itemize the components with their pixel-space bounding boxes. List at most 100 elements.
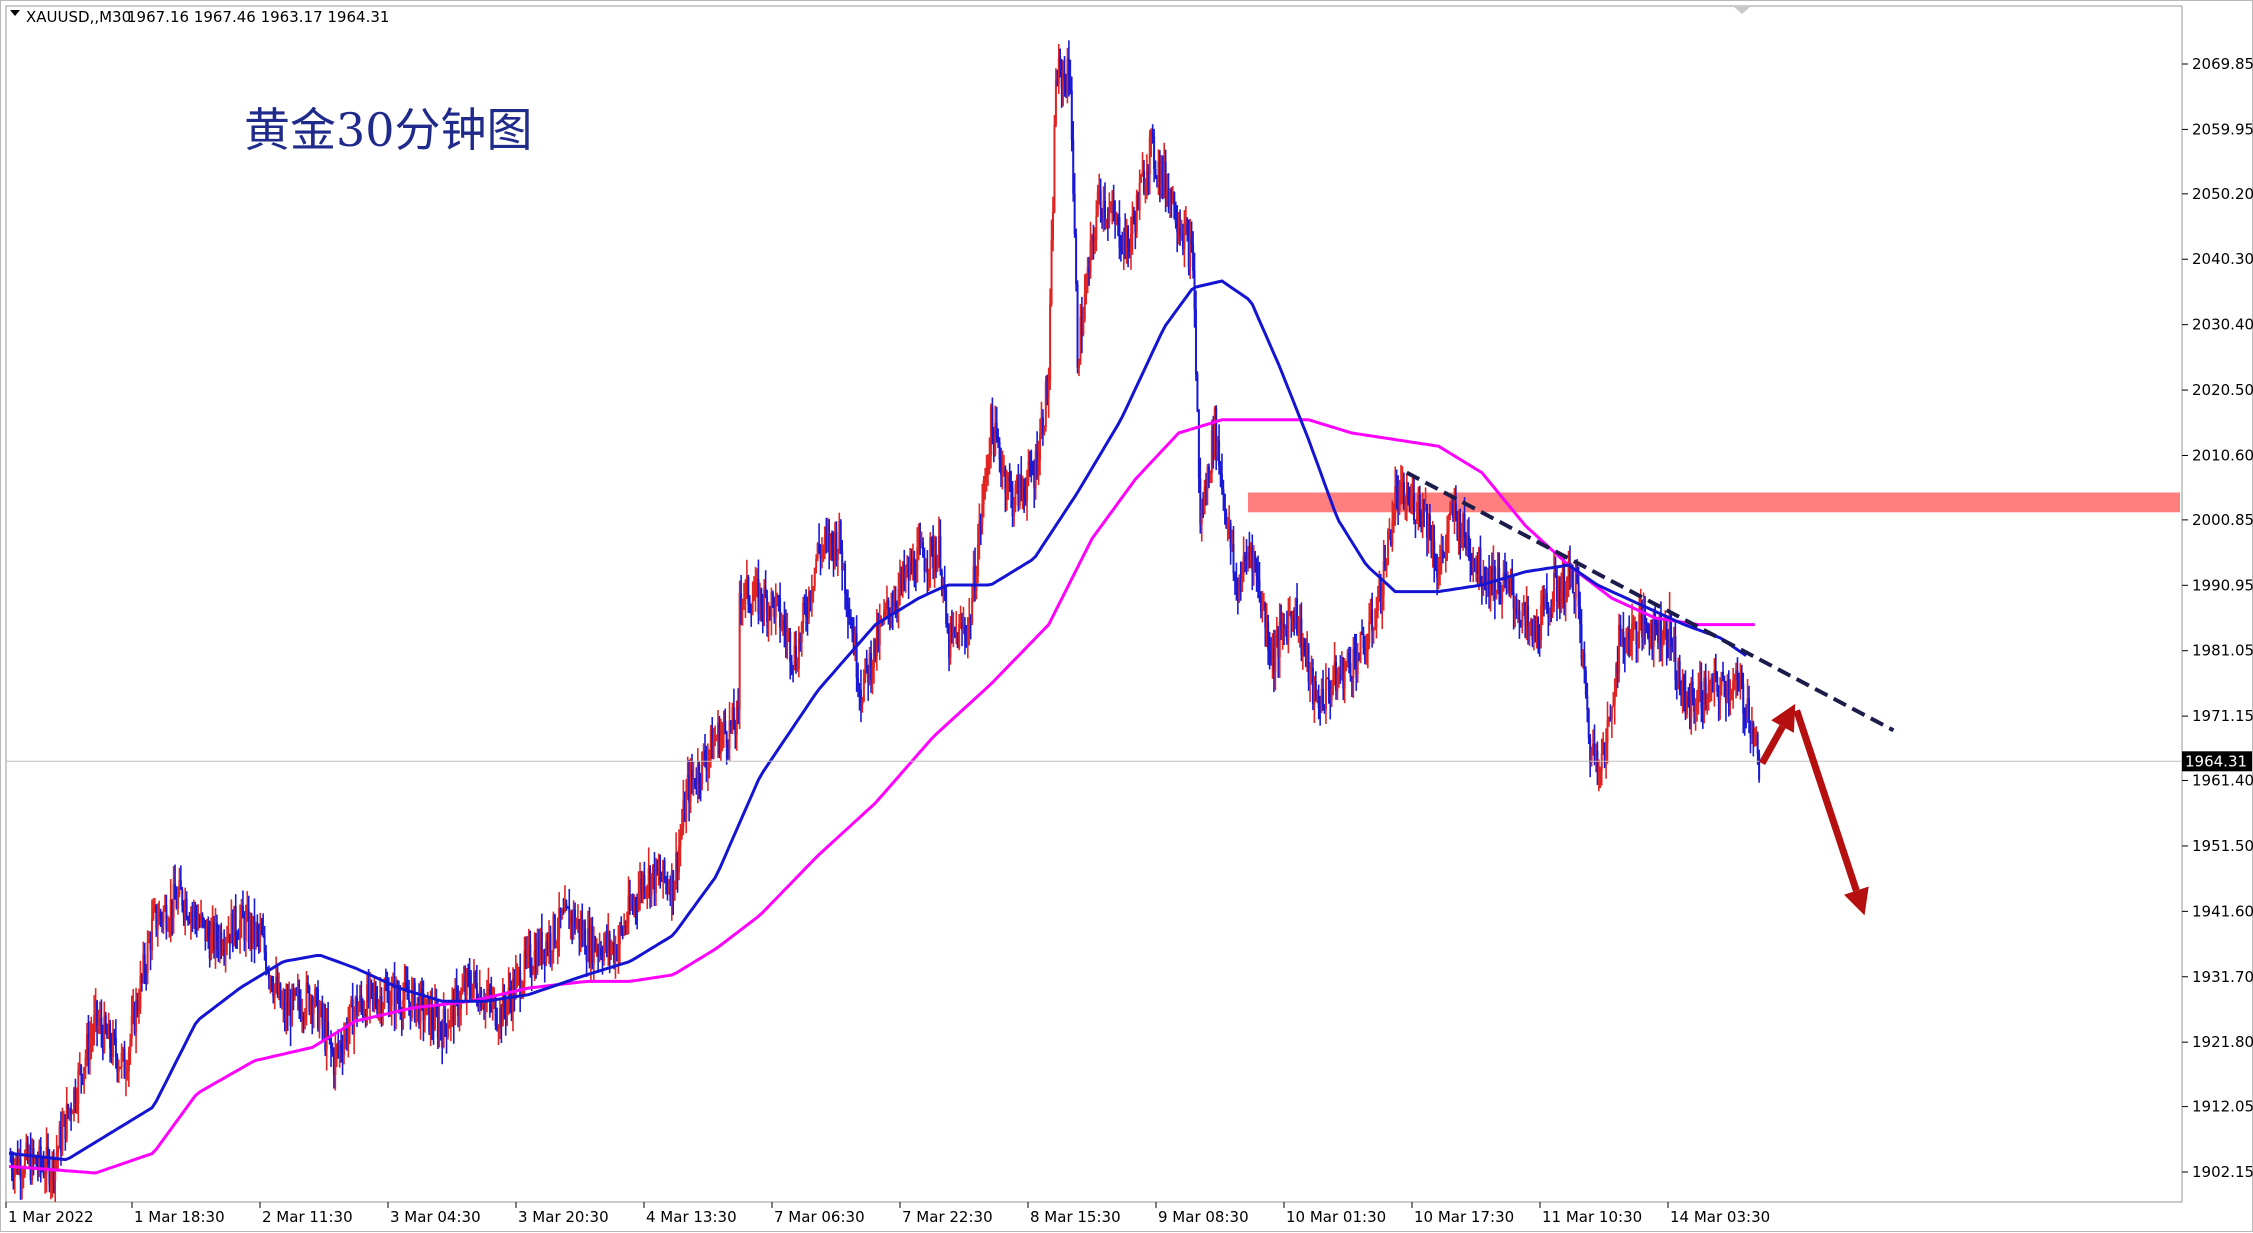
- symbol-menu-triangle-icon[interactable]: [10, 10, 20, 16]
- candle-body: [461, 988, 464, 993]
- candle-body: [176, 894, 179, 909]
- candle-body: [1132, 215, 1135, 221]
- candle-body: [20, 1176, 23, 1180]
- candle-body: [550, 951, 553, 953]
- candle-body: [263, 935, 266, 953]
- candle-body: [799, 639, 802, 643]
- candle-body: [12, 1170, 15, 1178]
- candle-body: [1720, 671, 1723, 687]
- candle-body: [913, 558, 916, 580]
- time-tick-label: 10 Mar 17:30: [1414, 1208, 1514, 1226]
- candle-body: [711, 729, 714, 759]
- candle-body: [1088, 267, 1091, 273]
- candle-body: [1060, 65, 1063, 89]
- candle-body: [738, 593, 741, 710]
- candle-body: [312, 1004, 315, 1015]
- candle-body: [1532, 621, 1535, 641]
- candle-body: [1441, 549, 1444, 553]
- candle-body: [330, 1037, 333, 1049]
- candle-body: [744, 582, 747, 599]
- candle-body: [1007, 476, 1010, 489]
- candle-body: [1477, 548, 1480, 575]
- candle-body: [750, 608, 753, 614]
- candle-body: [1568, 563, 1571, 579]
- candle-body: [1343, 668, 1346, 688]
- candle-body: [104, 1015, 107, 1031]
- candle-body: [1683, 676, 1686, 692]
- price-axis[interactable]: 2069.85 2059.95 2050.20 2040.30 2030.40 2020.…: [2182, 55, 2253, 1181]
- ma-fast-line: [8, 279, 1747, 1162]
- candle-body: [218, 932, 221, 950]
- candle-body: [1561, 568, 1564, 590]
- candle-body: [699, 782, 702, 784]
- candle-body: [776, 595, 779, 597]
- price-tick-label: 1951.50: [2192, 837, 2253, 855]
- candle-body: [253, 915, 256, 943]
- candle-body: [224, 941, 227, 953]
- candle-body: [812, 586, 815, 593]
- time-axis[interactable]: 1 Mar 2022 1 Mar 18:30 2 Mar 11:30 3 Mar 04…: [5, 1202, 1770, 1226]
- candle-body: [67, 1104, 70, 1114]
- candle-body: [1641, 606, 1644, 638]
- candle-body: [1420, 514, 1423, 522]
- forecast-down-arrow: [1793, 709, 1860, 892]
- candle-body: [1309, 668, 1312, 682]
- candle-body: [472, 971, 475, 984]
- candle-body: [670, 870, 673, 902]
- candle-body: [585, 954, 588, 961]
- candle-body: [298, 990, 301, 1005]
- candle-body: [883, 610, 886, 623]
- candle-body: [628, 896, 631, 909]
- candle-body: [779, 598, 782, 628]
- candle-body: [201, 914, 204, 919]
- candle-body: [458, 1009, 461, 1017]
- candle-body: [559, 907, 562, 919]
- candle-body: [150, 919, 153, 951]
- time-tick-label: 1 Mar 2022: [8, 1208, 94, 1226]
- candle-body: [597, 949, 600, 954]
- candle-body: [1028, 460, 1031, 465]
- candle-body: [1691, 681, 1694, 699]
- ohlc-values: 1967.16 1967.46 1963.17 1964.31: [127, 8, 389, 26]
- candle-body: [1155, 175, 1158, 179]
- chart-shift-marker-icon[interactable]: [1734, 7, 1750, 14]
- candle-body: [370, 981, 373, 985]
- candle-body: [1384, 561, 1387, 570]
- candle-body: [790, 661, 793, 666]
- candle-body: [1283, 623, 1286, 629]
- candle-body: [1674, 636, 1677, 680]
- candle-body: [1485, 585, 1488, 588]
- candle-body: [1567, 563, 1570, 578]
- candle-body: [1121, 251, 1124, 253]
- candle-body: [1675, 679, 1678, 681]
- candle-body: [1538, 638, 1541, 640]
- current-price-label: 1964.31: [2185, 752, 2247, 770]
- candle-body: [640, 878, 643, 892]
- candle-body: [841, 550, 844, 571]
- candle-body: [766, 596, 769, 622]
- candle-body: [32, 1148, 35, 1160]
- candle-body: [416, 997, 419, 1004]
- candle-body: [325, 1021, 328, 1051]
- candle-body: [1710, 677, 1713, 683]
- price-tick-label: 1902.15: [2192, 1163, 2253, 1181]
- candle-body: [448, 1024, 451, 1029]
- plot-area[interactable]: [5, 5, 2183, 1203]
- candle-body: [1553, 572, 1556, 607]
- candle-body: [825, 534, 828, 537]
- candle-body: [1590, 751, 1593, 763]
- candle-body: [354, 997, 357, 1013]
- candle-body: [911, 558, 914, 573]
- candle-body: [374, 992, 377, 1005]
- candle-body: [813, 567, 816, 587]
- candle-body: [1314, 681, 1317, 702]
- candle-body: [1566, 577, 1569, 599]
- candle-body: [373, 992, 376, 994]
- candle-body: [763, 587, 766, 613]
- candle-body: [493, 997, 496, 999]
- candle-body: [923, 556, 926, 572]
- candle-body: [835, 531, 838, 561]
- candle-body: [1400, 482, 1403, 487]
